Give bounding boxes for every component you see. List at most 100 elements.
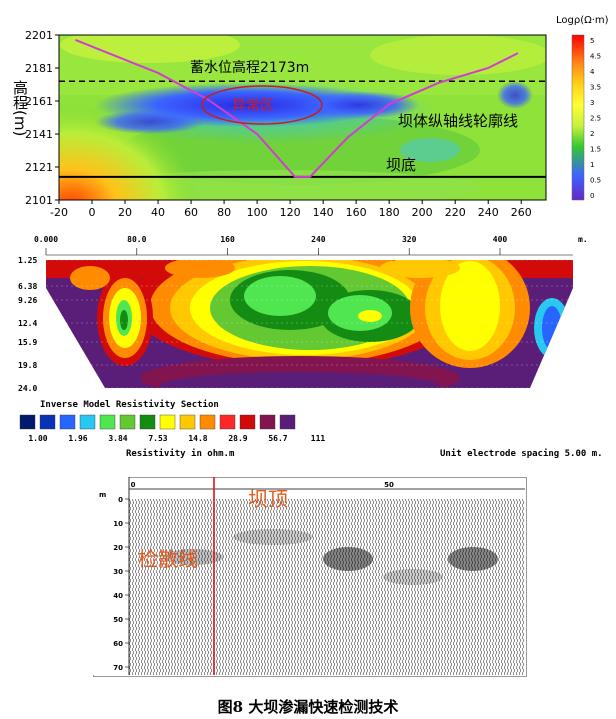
radar-depth-tick-label: 0 [118, 496, 123, 504]
legend-tick-label: 56.7 [268, 434, 287, 443]
x-tick-label: 160 [346, 206, 367, 219]
radar-depth-tick-label: 50 [113, 616, 123, 624]
depth-tick-label: 15.9 [18, 338, 37, 347]
radar-depth-tick-label: 10 [113, 520, 123, 528]
x-tick-label: -20 [50, 206, 68, 219]
x-tick-label: 60 [184, 206, 198, 219]
legend-swatch [39, 414, 56, 430]
mid-x-tick-label: 320 [402, 235, 417, 244]
y-tick-label: 2201 [25, 29, 53, 42]
colorbar-tick-label: 1.5 [590, 146, 601, 154]
anomaly-ellipse [201, 85, 323, 125]
dam-profile-polyline [75, 39, 519, 178]
depth-unit-label: m [99, 491, 106, 499]
radar-depth-tick-label: 20 [113, 544, 123, 552]
radar-depth-tick-label: 30 [113, 568, 123, 576]
colorbar-tick-label: 5 [590, 37, 594, 45]
radar-depth-tick-label: 70 [113, 664, 123, 672]
check-line-label: 检散线 [138, 547, 198, 571]
radar-x-tick-label: 50 [384, 481, 394, 489]
y-tick-label: 2161 [25, 95, 53, 108]
x-tick-label: 240 [478, 206, 499, 219]
colorbar [571, 34, 585, 201]
legend-swatch [79, 414, 96, 430]
resistivity-legend: 1.00 1.96 3.84 7.53 14.8 28.9 56.7 111 [19, 414, 326, 443]
x-axis: -20 0 20 40 60 80 100 120 140 160 180 200 220 240 260 [50, 200, 532, 219]
colorbar-tick-label: 4.5 [590, 53, 601, 61]
inverse-section-title: Inverse Model Resistivity Section [40, 400, 219, 410]
mid-x-axis: 0.000 80.0 160 240 320 400 m. [34, 235, 588, 255]
colorbar-tick-label: 0 [590, 192, 594, 200]
x-tick-label: 220 [445, 206, 466, 219]
colorbar-tick-label: 3 [590, 99, 594, 107]
reflection-bands [163, 529, 498, 585]
mid-x-unit: m. [578, 235, 588, 244]
legend-tick-label: 28.9 [228, 434, 247, 443]
depth-tick-label: 12.4 [18, 319, 37, 328]
x-tick-label: 80 [217, 206, 231, 219]
radar-x-axis: 0 50 [131, 481, 394, 489]
depth-tick-label: 19.8 [18, 361, 37, 370]
axis-line-label: 坝体纵轴线轮廓线 [398, 112, 519, 130]
y-tick-label: 2101 [25, 194, 53, 207]
legend-swatch [19, 414, 36, 430]
dam-profile-line [75, 39, 519, 178]
legend-swatch [59, 414, 76, 430]
legend-swatch [259, 414, 276, 430]
x-tick-label: 40 [151, 206, 165, 219]
mid-x-tick-label: 160 [220, 235, 235, 244]
mid-x-tick-label: 80.0 [127, 235, 146, 244]
depth-axis: 1.25 6.38 9.26 12.4 15.9 19.8 24.0 [18, 256, 573, 393]
elevation-resistivity-chart: -20 0 20 40 60 80 100 120 140 160 180 200 220 240 260 … [25, 29, 601, 219]
colorbar-tick-label: 0.5 [590, 177, 601, 185]
water-level-label: 蓄水位高程2173m [190, 60, 310, 76]
legend-swatch [99, 414, 116, 430]
radar-depth-tick-label: 40 [113, 592, 123, 600]
depth-tick-label: 9.26 [18, 296, 37, 305]
x-tick-label: 200 [412, 206, 433, 219]
dam-top-label: 坝顶 [248, 487, 288, 511]
x-tick-label: 0 [89, 206, 96, 219]
colorbar-label: Logρ(Ω·m) [556, 15, 609, 26]
depth-tick-label: 1.25 [18, 256, 37, 265]
mid-x-tick-label: 0.000 [34, 235, 58, 244]
radar-depth-tick-label: 60 [113, 640, 123, 648]
legend-swatch [119, 414, 136, 430]
x-tick-label: 180 [379, 206, 400, 219]
mid-x-tick-label: 400 [493, 235, 508, 244]
legend-swatch [279, 414, 296, 430]
radar-x-tick-label: 0 [131, 481, 136, 489]
resistivity-field [46, 260, 573, 388]
legend-swatch [179, 414, 196, 430]
legend-swatch [199, 414, 216, 430]
legend-tick-label: 111 [311, 434, 326, 443]
legend-tick-label: 14.8 [188, 434, 207, 443]
colorbar-tick-label: 2 [590, 130, 594, 138]
colorbar-tick-label: 1 [590, 161, 594, 169]
colorbar-ticks: 5 4.5 4 3.5 3 2.5 2 1.5 1 0.5 0 [590, 37, 601, 200]
legend-swatch [219, 414, 236, 430]
dam-bottom-label: 坝底 [386, 156, 417, 174]
x-tick-label: 260 [511, 206, 532, 219]
legend-tick-label: 3.84 [108, 434, 127, 443]
inverse-resistivity-section: 0.000 80.0 160 240 320 400 m. 1.25 6.38 9.26 12.4… [18, 235, 588, 443]
colorbar-tick-label: 4 [590, 68, 595, 76]
legend-swatch [239, 414, 256, 430]
legend-title: Resistivity in ohm.m [126, 449, 235, 459]
y-axis-label: 高程(m) [11, 80, 29, 137]
mid-x-tick-label: 240 [311, 235, 326, 244]
y-axis: 2101 2121 2141 2161 2181 2201 [25, 29, 59, 207]
electrode-spacing-note: Unit electrode spacing 5.00 m. [440, 449, 603, 459]
y-tick-label: 2141 [25, 128, 53, 141]
radar-depth-axis: m 0 10 20 30 40 50 60 70 [99, 491, 129, 672]
figure-caption: 图8 大坝渗漏快速检测技术 [217, 698, 399, 716]
legend-swatch [139, 414, 156, 430]
depth-tick-label: 24.0 [18, 384, 37, 393]
x-tick-label: 100 [247, 206, 268, 219]
y-tick-label: 2121 [25, 161, 53, 174]
legend-tick-label: 1.00 [28, 434, 47, 443]
x-tick-label: 140 [313, 206, 334, 219]
x-tick-label: 20 [118, 206, 132, 219]
radar-record-chart: m 0 10 20 30 40 50 60 70 0 50 [93, 477, 525, 675]
heatmap-field [59, 35, 546, 200]
